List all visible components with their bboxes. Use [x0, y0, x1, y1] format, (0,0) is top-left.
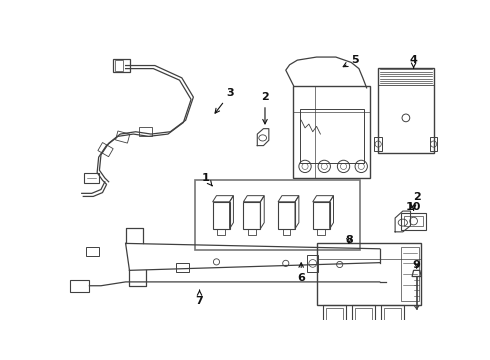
- Bar: [248, 229, 256, 235]
- Bar: [352, 305, 375, 327]
- Text: 1: 1: [202, 173, 212, 186]
- Bar: [244, 202, 260, 229]
- Text: 5: 5: [343, 55, 359, 67]
- Text: 6: 6: [297, 263, 305, 283]
- Bar: [84, 172, 99, 183]
- Bar: [317, 243, 420, 305]
- Bar: [430, 137, 438, 151]
- Text: 4: 4: [410, 55, 417, 68]
- Text: 3: 3: [215, 88, 234, 113]
- Bar: [98, 143, 113, 157]
- Bar: [378, 68, 434, 153]
- Bar: [374, 137, 382, 151]
- Text: 2: 2: [411, 192, 420, 208]
- Bar: [318, 229, 325, 235]
- Bar: [384, 308, 401, 324]
- Bar: [401, 213, 426, 230]
- Bar: [401, 247, 419, 301]
- Bar: [113, 59, 130, 72]
- Bar: [278, 202, 295, 229]
- Bar: [323, 305, 346, 327]
- Text: 9: 9: [413, 260, 420, 270]
- Bar: [217, 229, 225, 235]
- Bar: [404, 216, 423, 226]
- Bar: [115, 60, 122, 71]
- Bar: [195, 180, 361, 249]
- Bar: [294, 86, 370, 178]
- Bar: [213, 202, 229, 229]
- Bar: [176, 263, 189, 272]
- Bar: [70, 280, 89, 292]
- Bar: [381, 305, 404, 327]
- Text: 10: 10: [406, 202, 421, 212]
- Bar: [326, 308, 343, 324]
- Text: 7: 7: [196, 291, 203, 306]
- Bar: [283, 229, 291, 235]
- Bar: [116, 131, 130, 143]
- Bar: [86, 247, 99, 256]
- Bar: [313, 202, 330, 229]
- Bar: [300, 109, 365, 163]
- Text: 2: 2: [261, 92, 269, 124]
- Bar: [307, 255, 318, 272]
- Bar: [355, 308, 372, 324]
- Text: 8: 8: [345, 235, 353, 244]
- Bar: [140, 127, 152, 136]
